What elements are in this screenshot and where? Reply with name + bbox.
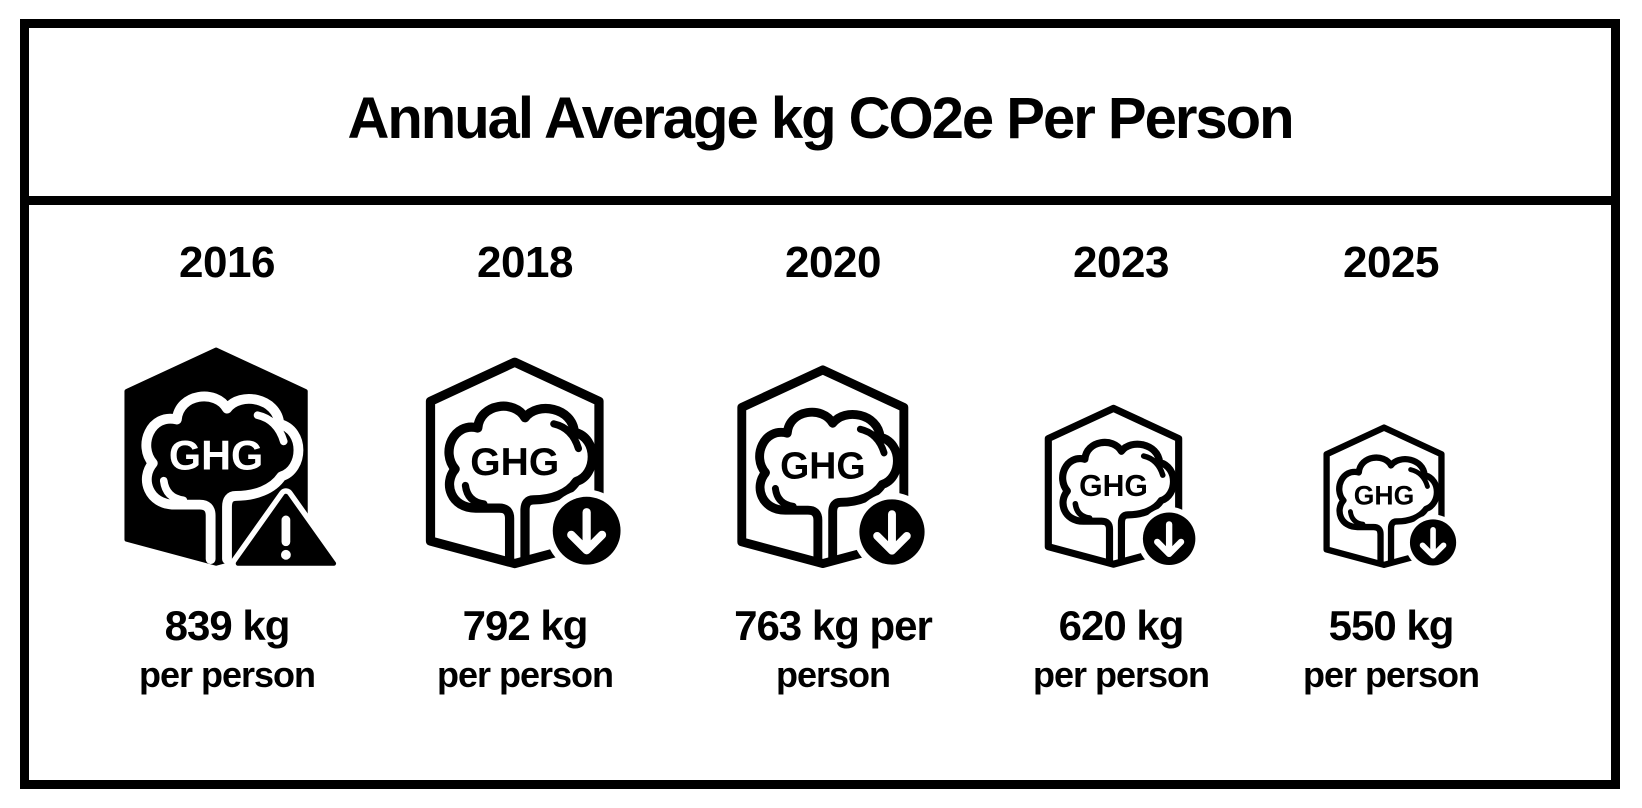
exclamation-dot bbox=[281, 550, 291, 560]
year-label: 2020 bbox=[785, 238, 881, 287]
cloud-curve bbox=[772, 485, 797, 511]
cloud-curve bbox=[1072, 501, 1092, 522]
ghg-cloud-decrease-icon: GHG bbox=[1044, 405, 1201, 571]
arrow-down-icon bbox=[1153, 521, 1184, 558]
ghg-label: GHG bbox=[780, 445, 866, 487]
cloud-outline bbox=[1336, 454, 1440, 565]
value-label: 550 kg per person bbox=[1261, 601, 1521, 699]
ghg-label: GHG bbox=[470, 442, 559, 485]
ghg-cloud-warning-icon: GHG bbox=[124, 347, 342, 572]
cloud-swoosh bbox=[550, 420, 583, 453]
cloud-curve bbox=[159, 477, 188, 505]
cloud-curve bbox=[1347, 508, 1366, 527]
value-label: 763 kg per person bbox=[703, 601, 963, 699]
value-line-2: per person bbox=[1302, 654, 1480, 695]
arrow-down-icon bbox=[1419, 526, 1447, 559]
cloud-outline bbox=[141, 391, 304, 565]
ghg-cloud-decrease-icon: GHG bbox=[425, 357, 628, 573]
value-line-1: 550 kg bbox=[1328, 602, 1455, 649]
value-line-1: 792 kg bbox=[462, 602, 589, 649]
ghg-cloud-decrease-icon: GHG bbox=[737, 365, 932, 572]
value-line-2: per person bbox=[1032, 654, 1210, 695]
ghg-cloud-decrease-icon: GHG bbox=[1323, 424, 1462, 571]
ghg-label: GHG bbox=[1079, 470, 1148, 503]
value-line-1: 839 kg bbox=[164, 602, 291, 649]
title-bar: Annual Average kg CO2e Per Person bbox=[29, 28, 1611, 205]
cloud-outline bbox=[1058, 439, 1177, 565]
cloud-swoosh bbox=[857, 426, 888, 457]
value-line-2: per person bbox=[138, 654, 316, 695]
value-label: 839 kg per person bbox=[97, 601, 357, 699]
value-label: 620 kg per person bbox=[991, 601, 1251, 699]
value-line-1: 620 kg bbox=[1058, 602, 1185, 649]
cloud-swoosh bbox=[1408, 466, 1430, 489]
year-label: 2023 bbox=[1073, 238, 1169, 287]
value-line-1: 763 kg per bbox=[734, 602, 933, 649]
year-label: 2018 bbox=[477, 238, 573, 287]
value-label: 792 kg per person bbox=[395, 601, 655, 699]
year-label: 2025 bbox=[1343, 238, 1439, 287]
ghg-label: GHG bbox=[169, 432, 263, 479]
cloud-outline bbox=[755, 408, 902, 565]
cloud-swoosh bbox=[253, 411, 288, 446]
chart-title: Annual Average kg CO2e Per Person bbox=[347, 86, 1294, 151]
cloud-swoosh bbox=[1140, 453, 1166, 479]
cloud-outline bbox=[444, 401, 597, 565]
arrow-down-icon bbox=[873, 510, 912, 556]
cloud-curve bbox=[461, 482, 488, 508]
chart-frame: Annual Average kg CO2e Per Person 2016 GH… bbox=[20, 19, 1620, 789]
year-label: 2016 bbox=[179, 238, 275, 287]
value-line-2: per person bbox=[436, 654, 614, 695]
arrow-down-icon bbox=[567, 508, 607, 555]
ghg-label: GHG bbox=[1354, 480, 1415, 510]
value-line-2: person bbox=[775, 654, 891, 695]
